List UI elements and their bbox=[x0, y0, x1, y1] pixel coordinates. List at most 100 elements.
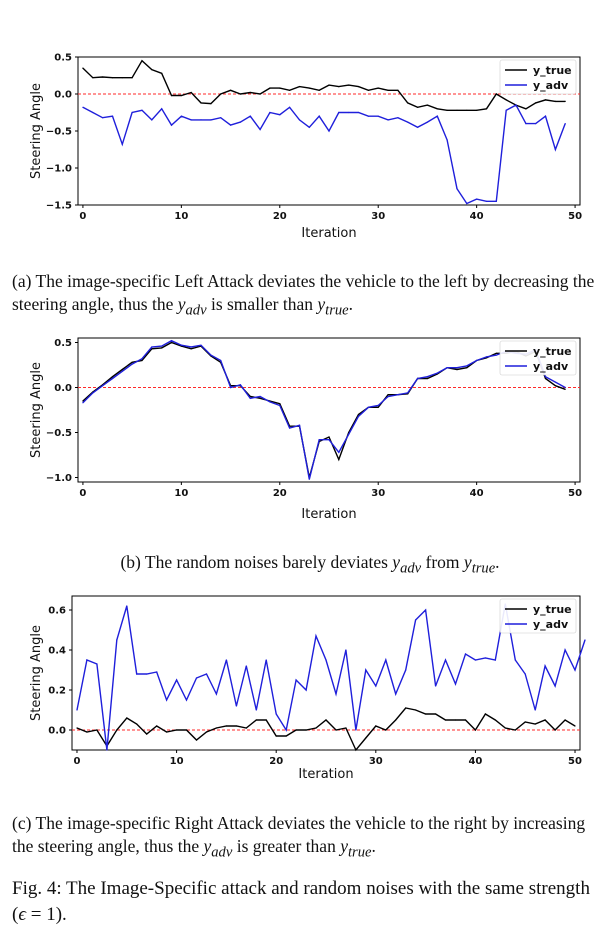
data-point-y_true bbox=[195, 739, 198, 741]
data-point-y_true bbox=[554, 100, 557, 102]
data-point-y_true bbox=[476, 109, 478, 111]
data-point-y_adv bbox=[484, 657, 486, 659]
data-point-y_true bbox=[535, 102, 537, 104]
data-point-y_adv bbox=[456, 367, 458, 369]
data-point-y_adv bbox=[505, 109, 507, 111]
x-axis-label: Iteration bbox=[301, 507, 356, 522]
data-point-y_true bbox=[407, 102, 409, 104]
data-point-y_adv bbox=[564, 649, 566, 651]
data-point-y_true bbox=[485, 108, 488, 110]
data-point-y_true bbox=[574, 725, 576, 727]
y-tick-label: −1.5 bbox=[46, 201, 72, 212]
data-point-y_true bbox=[275, 735, 277, 737]
series-line-y_true bbox=[82, 59, 566, 112]
data-point-y_adv bbox=[235, 705, 237, 707]
data-point-y_adv bbox=[121, 370, 123, 372]
data-point-y_adv bbox=[195, 677, 198, 679]
data-point-y_true bbox=[464, 719, 467, 721]
data-point-y_adv bbox=[328, 439, 330, 441]
data-point-y_adv bbox=[395, 693, 397, 695]
data-point-y_true bbox=[146, 733, 148, 735]
plot-frame bbox=[71, 595, 581, 751]
data-point-y_true bbox=[141, 60, 143, 62]
data-point-y_true bbox=[259, 93, 261, 95]
data-point-y_true bbox=[375, 725, 377, 727]
data-point-y_true bbox=[395, 719, 397, 721]
y-tick-label: 0.5 bbox=[54, 53, 72, 64]
data-point-y_adv bbox=[111, 377, 114, 380]
data-point-y_adv bbox=[205, 673, 208, 675]
plot-frame bbox=[77, 337, 581, 483]
data-point-y_true bbox=[279, 403, 281, 405]
series-line-y_adv bbox=[82, 104, 566, 205]
data-point-y_true bbox=[564, 100, 566, 102]
y-tick-label: −0.5 bbox=[46, 127, 72, 138]
data-point-y_true bbox=[215, 727, 217, 729]
chart-a-svg: 0 10 20 30 40 50 0.5 0.0 −0.5 −1.0 −1.5 Iteration St… bbox=[29, 53, 582, 242]
data-point-y_adv bbox=[161, 345, 163, 347]
data-point-y_adv bbox=[305, 689, 307, 691]
data-point-y_adv bbox=[485, 200, 488, 202]
legend-label-y_true: y_true bbox=[533, 345, 572, 358]
data-point-y_true bbox=[245, 727, 247, 729]
data-point-y_true bbox=[82, 400, 84, 402]
data-point-y_adv bbox=[136, 673, 138, 675]
data-point-y_adv bbox=[417, 377, 419, 380]
x-tick-label: 30 bbox=[371, 211, 385, 222]
data-point-y_adv bbox=[146, 673, 148, 675]
data-point-y_adv bbox=[249, 115, 251, 117]
data-point-y_adv bbox=[355, 729, 357, 731]
data-point-y_adv bbox=[279, 114, 281, 116]
x-tick-label: 10 bbox=[170, 756, 184, 767]
figure-caption: Fig. 4: The Image-Specific attack and ra… bbox=[12, 878, 590, 925]
series-line-y_true bbox=[82, 341, 566, 478]
data-point-y_adv bbox=[387, 395, 389, 398]
data-point-y_true bbox=[96, 729, 98, 731]
x-axis-label: Iteration bbox=[298, 767, 353, 782]
data-point-y_adv bbox=[377, 404, 379, 407]
data-point-y_true bbox=[554, 385, 557, 387]
data-point-y_adv bbox=[210, 119, 212, 121]
x-tick-label: 40 bbox=[470, 211, 484, 222]
data-point-y_adv bbox=[116, 639, 118, 641]
chart-c: 0 10 20 30 40 50 0.6 0.4 0.2 0.0 Iteration Steering… bbox=[0, 592, 612, 792]
data-point-y_true bbox=[205, 731, 208, 733]
data-point-y_adv bbox=[200, 119, 202, 121]
data-point-y_adv bbox=[230, 386, 232, 389]
data-point-y_adv bbox=[285, 729, 287, 731]
data-point-y_adv bbox=[415, 619, 417, 621]
data-point-y_true bbox=[289, 89, 291, 91]
data-point-y_true bbox=[285, 735, 287, 737]
data-point-y_true bbox=[365, 737, 367, 739]
data-point-y_true bbox=[225, 725, 227, 727]
data-point-y_adv bbox=[554, 148, 557, 151]
data-point-y_adv bbox=[86, 659, 88, 661]
x-axis-label: Iteration bbox=[301, 226, 356, 241]
data-point-y_true bbox=[265, 719, 267, 721]
y-axis-label: Steering Angle bbox=[29, 625, 44, 721]
data-point-y_true bbox=[230, 89, 232, 91]
data-point-y_true bbox=[544, 99, 547, 101]
data-point-y_adv bbox=[102, 385, 104, 387]
data-point-y_adv bbox=[446, 139, 448, 141]
data-point-y_adv bbox=[131, 363, 133, 365]
data-point-y_true bbox=[564, 388, 566, 390]
data-point-y_true bbox=[367, 89, 369, 91]
data-point-y_true bbox=[136, 723, 138, 725]
y-axis-label: Steering Angle bbox=[29, 362, 44, 458]
data-point-y_adv bbox=[92, 111, 94, 114]
data-point-y_true bbox=[92, 77, 94, 79]
data-point-y_adv bbox=[225, 659, 227, 661]
caption-b: (b) The random noises barely deviates ya… bbox=[120, 552, 500, 577]
data-point-y_true bbox=[446, 109, 448, 111]
data-point-y_adv bbox=[92, 392, 94, 394]
data-point-y_adv bbox=[255, 709, 257, 711]
series-line-y_adv bbox=[82, 339, 566, 480]
y-tick-label: 0.5 bbox=[54, 338, 72, 349]
legend-label-y_adv: y_adv bbox=[533, 618, 569, 631]
y-tick-label: 0.6 bbox=[48, 606, 66, 617]
data-point-y_adv bbox=[474, 659, 476, 661]
data-point-y_adv bbox=[269, 111, 271, 114]
x-tick-label: 40 bbox=[468, 756, 482, 767]
data-point-y_true bbox=[190, 348, 192, 350]
